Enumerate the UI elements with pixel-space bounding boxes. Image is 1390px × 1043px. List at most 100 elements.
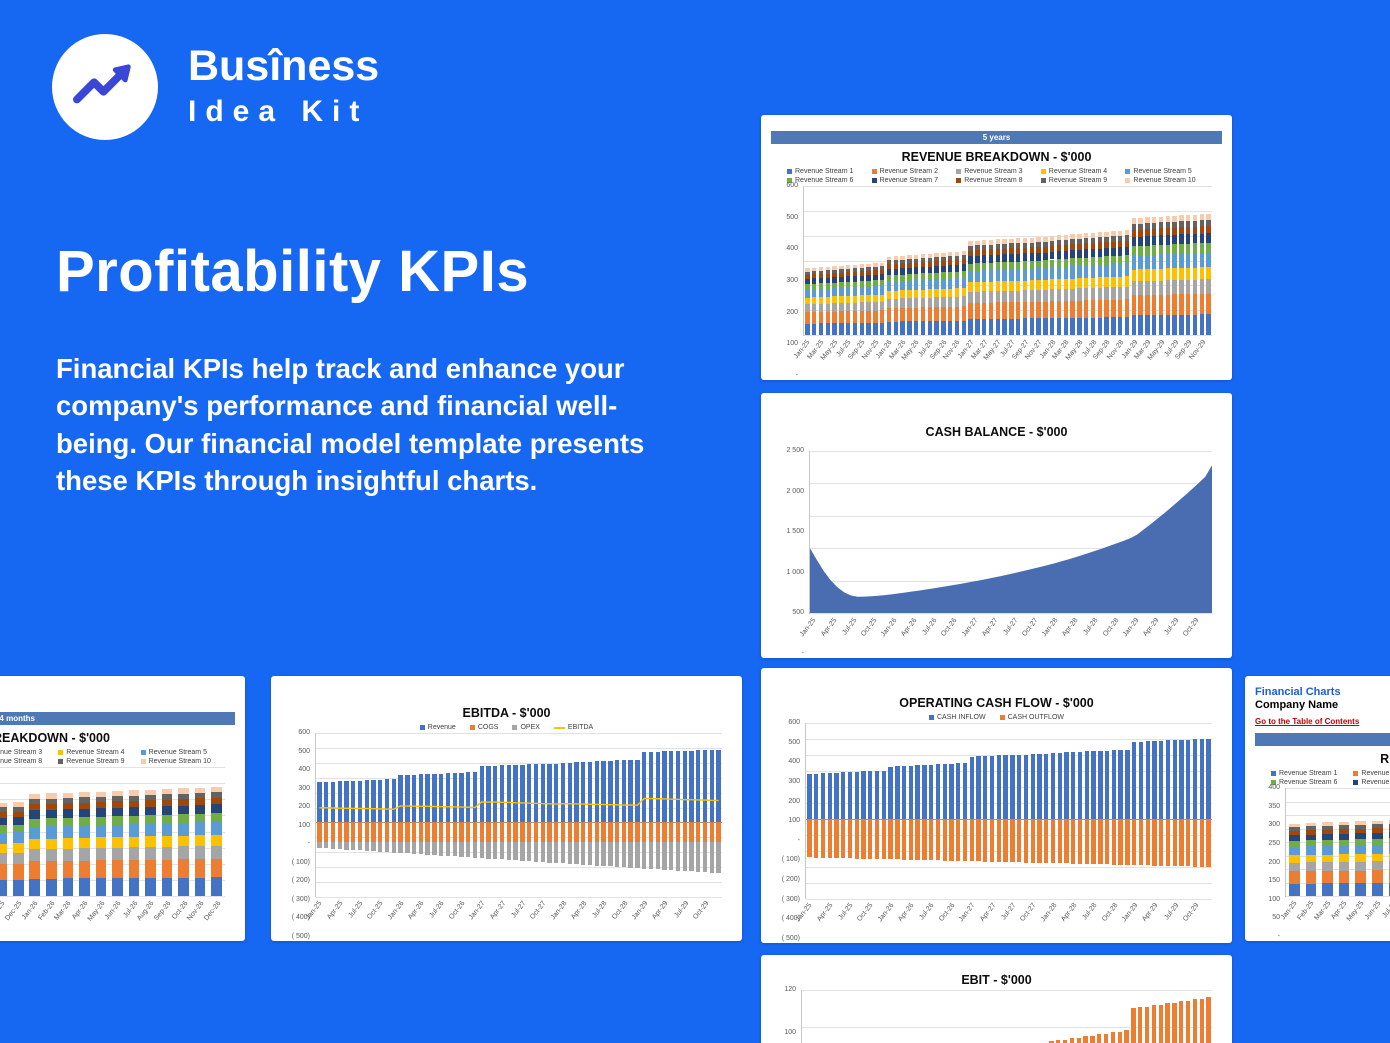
bar-segment	[1165, 227, 1170, 236]
bar-segment	[1009, 290, 1014, 303]
bar-segment	[1288, 823, 1300, 828]
bar-segment	[513, 841, 518, 861]
bar-segment	[1186, 243, 1191, 254]
bar-segment	[1372, 861, 1383, 871]
bar-segment	[560, 822, 566, 842]
bar-segment	[995, 318, 1000, 335]
bar-segment	[337, 841, 342, 850]
bar-segment	[1103, 1034, 1109, 1043]
bar-segment	[934, 321, 939, 335]
bar-segment	[1063, 250, 1068, 259]
bar-segment	[128, 824, 140, 837]
bar-segment	[1084, 233, 1089, 239]
bar-segment	[689, 841, 694, 872]
bar-segment	[1110, 1032, 1116, 1043]
legend-label: Revenue Stream 4	[1048, 168, 1108, 175]
gridline	[1286, 842, 1390, 843]
bar-segment	[1192, 233, 1198, 244]
bar-segment	[1070, 288, 1075, 301]
bar-segment	[818, 283, 824, 289]
bar-segment	[669, 841, 674, 871]
bar-segment	[825, 273, 830, 278]
x-axis-label: Oct-28	[1100, 902, 1120, 923]
bar-segment	[29, 838, 41, 850]
bar-segment	[968, 271, 973, 283]
bar-segment	[161, 836, 173, 847]
table-of-contents-link[interactable]: Go to the Table of Contents	[1255, 717, 1360, 726]
bar-segment	[1124, 286, 1130, 300]
bar-segment	[1179, 739, 1184, 819]
bar-segment	[112, 816, 123, 825]
bar-segment	[95, 796, 107, 802]
bar-segment	[949, 819, 954, 861]
bar-segment	[194, 793, 206, 799]
bar-segment	[112, 878, 123, 896]
bar-segment	[1009, 281, 1014, 291]
y-axis-label: ( 100)	[781, 856, 800, 864]
y-axis-label: ( 200)	[781, 876, 800, 884]
bar-segment	[29, 861, 41, 879]
y-axis-label: -	[801, 650, 804, 657]
bar-segment	[846, 311, 851, 324]
bar-segment	[1084, 277, 1089, 289]
bar-segment	[818, 303, 824, 312]
bar-segment	[0, 832, 7, 844]
bar-segment	[907, 263, 912, 268]
bar-segment	[846, 302, 851, 312]
gridline	[810, 548, 1212, 550]
bar-segment	[954, 264, 960, 272]
bar-segment	[1036, 289, 1041, 302]
bar-segment	[696, 750, 701, 823]
bar-segment	[934, 297, 939, 308]
bar-segment	[128, 860, 140, 878]
bar-segment	[608, 841, 613, 867]
chart-title-ebitda: EBITDA - $'000	[462, 706, 551, 720]
trend-arrow-icon	[73, 64, 131, 104]
bar-segment	[1002, 269, 1007, 282]
legend-item: Revenue Stream 9	[58, 758, 125, 765]
bar-segment	[839, 287, 844, 297]
bar-segment	[1090, 317, 1096, 335]
bar-segment	[1077, 300, 1082, 318]
bar-segment	[1124, 246, 1130, 256]
gridline	[316, 852, 722, 854]
bar-segment	[1057, 752, 1062, 819]
x-axis-label: Oct-27	[1021, 617, 1040, 638]
x-axis-label: Jul-29	[1163, 617, 1181, 637]
bar-segment	[805, 275, 810, 280]
bar-segment	[178, 814, 189, 823]
bar-segment	[1186, 739, 1191, 819]
bar-segment	[1002, 243, 1007, 249]
bar-segment	[1029, 237, 1034, 243]
bar-segment	[893, 308, 898, 322]
bar-segment	[1009, 269, 1014, 282]
bar-segment	[439, 841, 444, 856]
bar-segment	[834, 772, 839, 819]
legend-label: Revenue Stream 4	[66, 749, 125, 756]
bar-segment	[1016, 248, 1021, 254]
gridline	[802, 1026, 1212, 1028]
bar-segment	[825, 270, 830, 274]
legend-marker	[787, 169, 792, 174]
x-axis-label: Oct-25	[856, 902, 875, 923]
bar-segment	[852, 271, 858, 276]
y-axis-label: 100	[1268, 895, 1280, 903]
bar-segment	[1097, 248, 1102, 257]
bar-segment	[841, 772, 846, 819]
bar-segment	[499, 841, 505, 860]
y-axis-label: 600	[298, 729, 310, 736]
bar-segment	[194, 877, 206, 896]
bar-segment	[1145, 314, 1150, 335]
chart-cash-balance: 2 500 2 000 1 500 1 000 500 - Jan-25 Apr-25 Jul-…	[771, 447, 1222, 657]
bar-segment	[1179, 234, 1184, 245]
bar-segment	[459, 841, 464, 857]
bar-segment	[655, 841, 660, 870]
chart-legend-ebitda: Revenue COGS OPEX EBITDA	[281, 724, 732, 731]
bar-segment	[29, 818, 41, 827]
bar-segment	[1036, 246, 1041, 253]
bar-segment	[1023, 754, 1029, 819]
bar-segment	[880, 280, 885, 286]
plot-area	[809, 451, 1212, 614]
bar-segment	[915, 765, 920, 819]
x-axis-label: Oct-27	[529, 900, 548, 921]
